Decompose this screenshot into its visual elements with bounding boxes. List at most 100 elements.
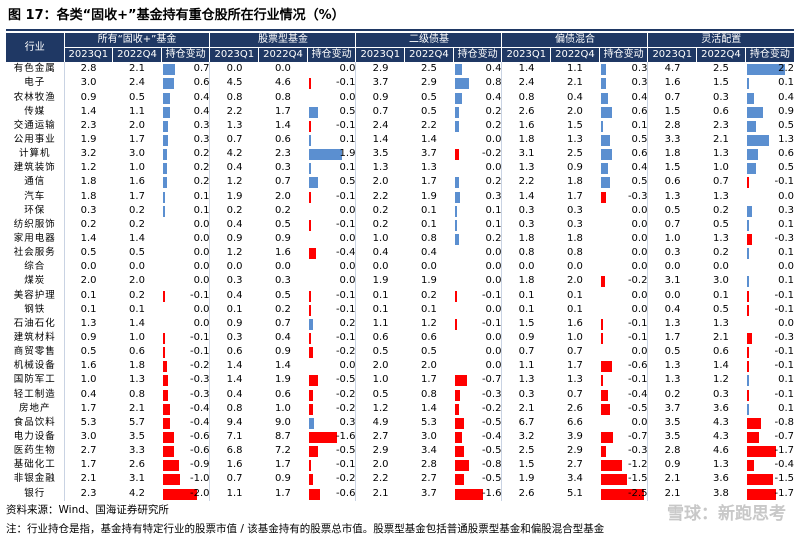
subheader-q1: 2023Q1 xyxy=(355,47,405,63)
holding-change-value: 0.0 xyxy=(778,317,794,329)
value-2023q1: 0.0 xyxy=(355,260,405,275)
value-2023q1: 7.1 xyxy=(209,429,259,445)
holding-change-value: 0.0 xyxy=(631,233,648,245)
holding-change: 0.1 xyxy=(161,204,210,218)
holding-change: -0.2 xyxy=(453,402,502,416)
value-2022q4: 0.3 xyxy=(566,218,583,230)
holding-change-value: 0.0 xyxy=(339,204,356,216)
holding-change: -0.2 xyxy=(307,345,356,359)
industry-name: 国防军工 xyxy=(13,374,56,386)
holding-change: -1.2 xyxy=(599,458,648,472)
holding-change-value: -1.7 xyxy=(774,445,794,457)
value-2023q1: 0.5 xyxy=(63,246,113,261)
value-2023q1: 1.6 xyxy=(63,359,113,374)
holding-change: -0.6 xyxy=(161,430,210,444)
holding-change-value: 0.0 xyxy=(485,303,502,315)
value-2022q4: 3.4 xyxy=(420,445,437,457)
decrease-bar xyxy=(601,361,612,373)
value-2022q4: 5.7 xyxy=(129,416,145,428)
holding-change: -1.6 xyxy=(453,487,502,501)
value-2023q1: 0.6 xyxy=(209,345,259,360)
holding-change: -1.5 xyxy=(745,472,794,486)
holding-change-value: -0.1 xyxy=(189,289,210,301)
increase-bar xyxy=(163,149,167,161)
holding-change: -0.6 xyxy=(307,487,356,501)
value-2023q1: 1.2 xyxy=(209,175,259,190)
holding-change-value: -0.3 xyxy=(189,374,210,386)
holding-change-value: -0.8 xyxy=(481,459,502,471)
industry-name: 社会服务 xyxy=(13,247,56,259)
holding-change-value: 2.2 xyxy=(778,63,794,75)
value-2023q1: 3.1 xyxy=(501,147,551,162)
value-2022q4: 1.8 xyxy=(129,360,145,372)
holding-change: 0.0 xyxy=(161,218,210,232)
holding-change-value: 0.0 xyxy=(631,218,648,230)
value-2022q4: 5.1 xyxy=(566,487,583,499)
value-2022q4: 1.0 xyxy=(129,162,145,174)
holding-change-value: -0.9 xyxy=(189,459,210,471)
holding-change: 0.2 xyxy=(307,317,356,331)
holding-change-value: -2.0 xyxy=(189,487,210,499)
holding-change: -0.3 xyxy=(161,373,210,387)
table-row: 通信 1.8 1.6 0.2 1.2 0.7 0.5 2.0 1.7 0.2 2.2 1.8 0.5 0.… xyxy=(6,175,794,190)
value-2022q4: 0.3 xyxy=(566,204,583,216)
value-2023q1: 2.4 xyxy=(355,118,405,133)
increase-bar xyxy=(455,92,463,104)
value-2022q4: 4.2 xyxy=(129,487,145,499)
holding-change-value: -1.0 xyxy=(189,473,210,485)
value-2022q4: 8.7 xyxy=(275,431,291,442)
value-2022q4: 0.8 xyxy=(566,247,583,259)
increase-bar xyxy=(747,403,749,415)
holding-change: 0.1 xyxy=(745,218,794,232)
value-2022q4: 1.1 xyxy=(566,63,583,75)
industry-name: 农林牧渔 xyxy=(13,91,56,103)
value-2023q1: 2.1 xyxy=(355,486,405,501)
increase-bar xyxy=(455,120,459,132)
decrease-bar xyxy=(747,177,749,189)
holding-change: 0.3 xyxy=(453,190,502,204)
value-2022q4: 1.5 xyxy=(712,77,729,89)
holding-change-value: 0.0 xyxy=(339,360,356,372)
value-2022q4: 0.6 xyxy=(712,346,729,358)
value-2023q1: 0.5 xyxy=(355,387,405,402)
holding-change: 0.0 xyxy=(161,246,210,260)
value-2023q1: 1.8 xyxy=(63,189,113,204)
holding-change: 0.0 xyxy=(453,133,502,147)
holding-change-value: -0.1 xyxy=(774,289,794,301)
value-2022q4: 4.3 xyxy=(712,431,729,442)
value-2022q4: 1.0 xyxy=(129,332,145,344)
holding-change-value: -0.2 xyxy=(189,360,210,372)
source-note: 资料来源：Wind、国海证券研究所 xyxy=(6,504,169,516)
value-2023q1: 1.9 xyxy=(209,189,259,204)
value-2023q1: 0.3 xyxy=(647,246,697,261)
value-2023q1: 1.3 xyxy=(647,189,697,204)
value-2023q1: 1.0 xyxy=(355,231,405,247)
value-2023q1: 2.8 xyxy=(647,444,697,459)
holding-change: 0.6 xyxy=(599,147,648,161)
value-2023q1: 2.2 xyxy=(355,189,405,204)
holding-change: 0.0 xyxy=(599,345,648,359)
increase-bar xyxy=(601,134,610,146)
subheader-q1: 2023Q1 xyxy=(209,47,259,63)
holding-change-value: -0.4 xyxy=(335,247,356,259)
holding-change-value: 0.2 xyxy=(339,317,356,329)
holding-change: 0.5 xyxy=(599,175,648,189)
value-2023q1: 1.9 xyxy=(501,472,551,487)
value-2022q4: 2.0 xyxy=(566,105,583,117)
value-2022q4: 1.9 xyxy=(420,275,437,287)
decrease-bar xyxy=(309,431,337,443)
value-2023q1: 3.0 xyxy=(63,429,113,445)
value-2023q1: 3.5 xyxy=(647,429,697,445)
holding-change: -0.3 xyxy=(161,388,210,402)
value-2022q4: 1.0 xyxy=(712,162,729,174)
holding-change: -0.1 xyxy=(599,317,648,331)
value-2022q4: 0.8 xyxy=(275,91,291,103)
holding-change-value: 0.0 xyxy=(193,247,210,259)
value-2022q4: 4.6 xyxy=(275,77,291,89)
table-row: 钢铁 0.1 0.1 0.0 0.1 0.2 -0.1 0.1 0.1 0.0 0.1 0.1 0.0 0… xyxy=(6,302,794,317)
holding-change-value: -0.1 xyxy=(335,459,356,471)
value-2023q1: 0.4 xyxy=(209,387,259,402)
value-2023q1: 0.9 xyxy=(63,90,113,105)
decrease-bar xyxy=(163,347,166,359)
increase-bar xyxy=(309,134,311,146)
